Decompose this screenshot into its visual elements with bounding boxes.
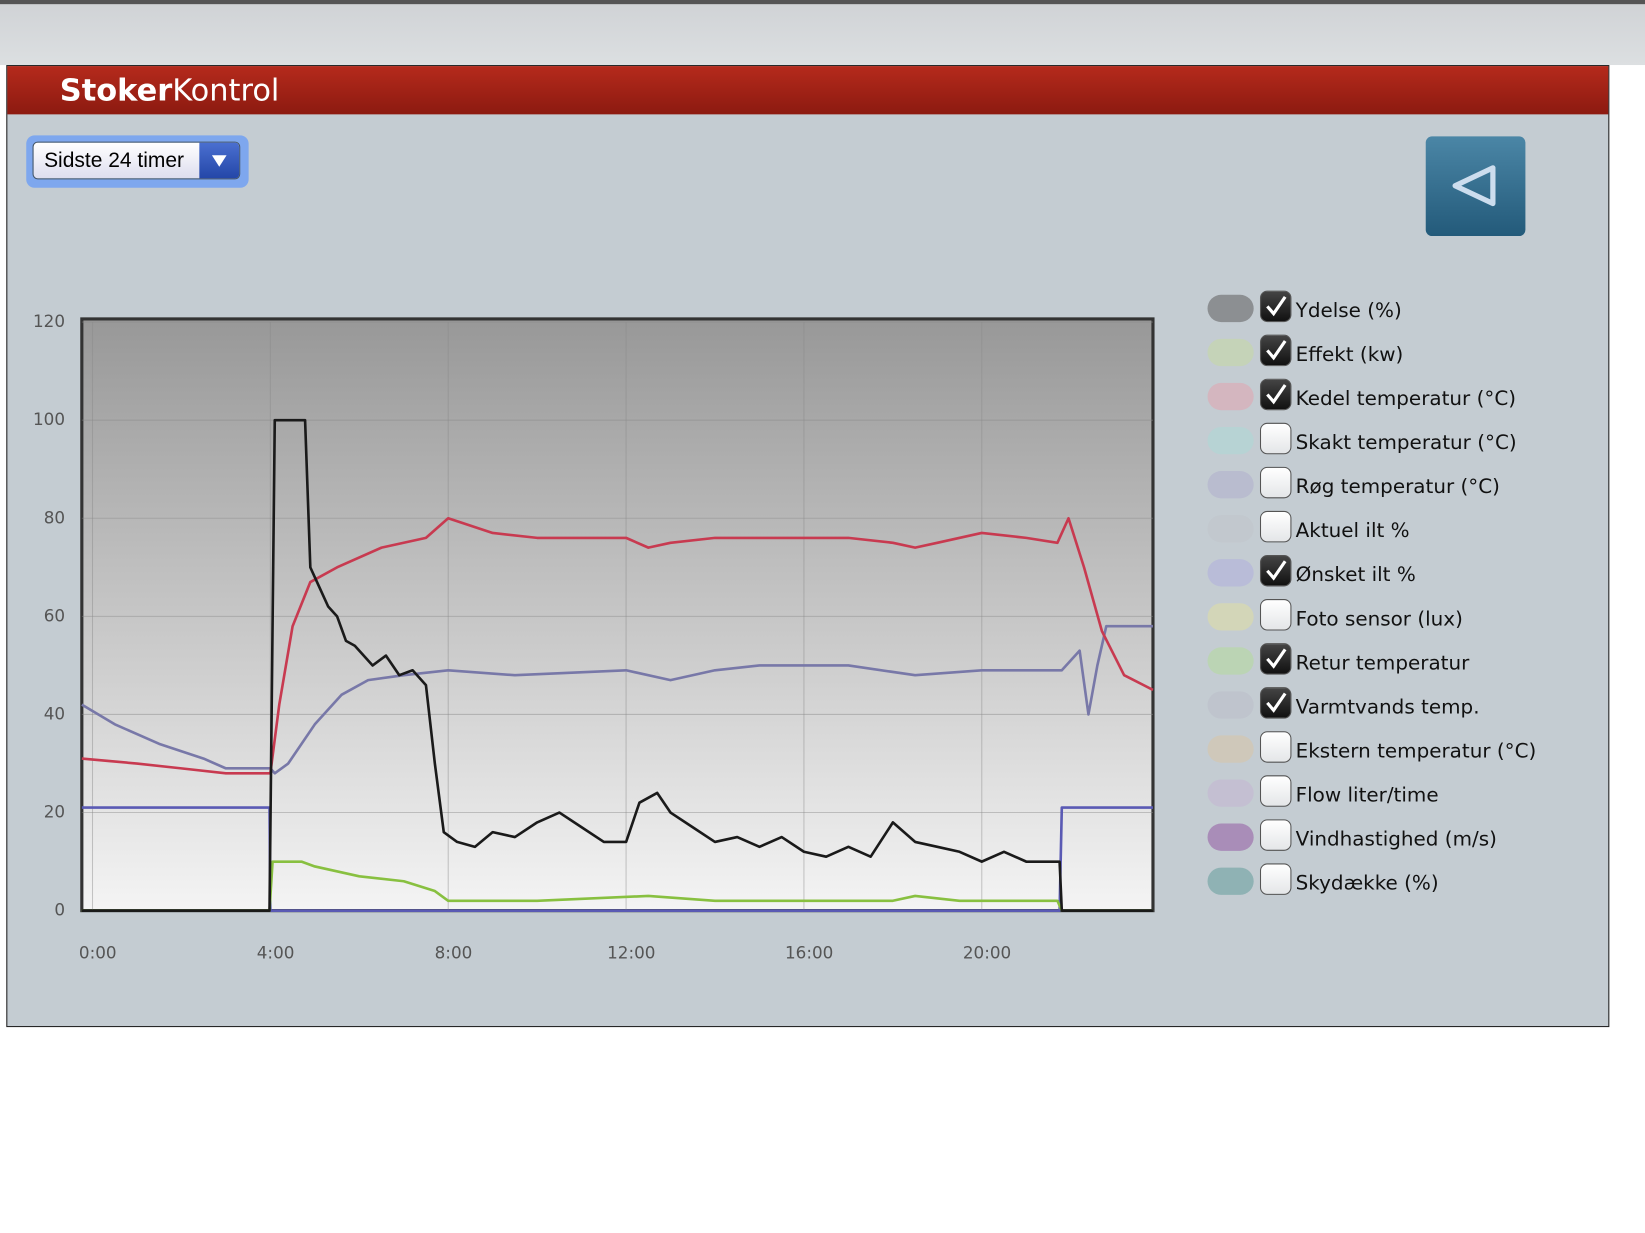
series-line <box>81 516 1154 775</box>
legend-swatch <box>1207 867 1254 895</box>
x-tick-label: 16:00 <box>785 943 833 963</box>
legend-checkbox[interactable] <box>1259 687 1292 719</box>
legend-label: Røg temperatur (°C) <box>1295 475 1500 499</box>
check-mark <box>1266 296 1287 317</box>
back-button[interactable] <box>1425 136 1526 237</box>
legend-label: Retur temperatur <box>1295 651 1470 675</box>
check-mark <box>1266 692 1287 713</box>
y-tick-label: 0 <box>54 900 65 920</box>
legend-swatch <box>1207 779 1254 807</box>
x-tick-label: 0:00 <box>79 943 117 963</box>
select-box: Sidste 24 timer <box>32 141 241 180</box>
legend-checkbox[interactable] <box>1259 554 1292 587</box>
legend-swatch <box>1207 691 1254 719</box>
brand: StokerKontrol <box>60 72 280 108</box>
legend-swatch <box>1207 426 1254 455</box>
x-tick-label: 12:00 <box>607 943 655 963</box>
y-tick-label: 120 <box>33 311 65 331</box>
select-text: Sidste 24 timer <box>44 148 185 173</box>
check-mark <box>1266 560 1287 581</box>
top-strip <box>0 0 1645 66</box>
legend-label: Foto sensor (lux) <box>1295 607 1463 631</box>
legend-swatch <box>1207 382 1254 411</box>
legend-label: Skydække (%) <box>1295 871 1439 895</box>
legend-swatch <box>1207 559 1254 587</box>
legend-checkbox[interactable] <box>1259 819 1292 851</box>
y-tick-label: 60 <box>44 605 65 625</box>
x-tick-label: 4:00 <box>257 943 295 963</box>
legend-label: Flow liter/time <box>1295 783 1439 807</box>
back-icon <box>1452 165 1496 207</box>
x-tick-label: 8:00 <box>435 943 473 963</box>
plot-area <box>80 317 1155 913</box>
brand-light: Kontrol <box>172 72 280 109</box>
y-tick-label: 20 <box>44 802 65 822</box>
legend-swatch <box>1207 515 1254 543</box>
legend-checkbox[interactable] <box>1259 775 1292 807</box>
legend-swatch <box>1207 603 1254 631</box>
legend-label: Effekt (kw) <box>1295 343 1404 367</box>
legend-label: Kedel temperatur (°C) <box>1295 387 1517 411</box>
period-select[interactable]: Sidste 24 timer <box>26 135 249 188</box>
legend-checkbox[interactable] <box>1259 643 1292 675</box>
legend-checkbox[interactable] <box>1259 290 1292 323</box>
legend-label: Skakt temperatur (°C) <box>1295 431 1517 455</box>
legend-checkbox[interactable] <box>1259 466 1292 499</box>
legend-checkbox[interactable] <box>1259 422 1292 455</box>
legend-checkbox[interactable] <box>1259 334 1292 367</box>
legend-label: Aktuel ilt % <box>1295 519 1410 543</box>
y-tick-label: 80 <box>44 507 65 527</box>
check-mark <box>1266 648 1287 669</box>
legend-swatch <box>1207 294 1254 323</box>
series-line <box>81 624 1153 775</box>
x-tick-label: 20:00 <box>963 943 1011 963</box>
series-line <box>81 860 1153 912</box>
legend-swatch <box>1207 823 1254 851</box>
legend-swatch <box>1207 471 1254 499</box>
legend-checkbox[interactable] <box>1259 863 1292 895</box>
legend-label: Varmtvands temp. <box>1295 695 1480 719</box>
legend-label: Vindhastighed (m/s) <box>1295 827 1497 851</box>
legend-label: Ydelse (%) <box>1295 298 1402 323</box>
series-line <box>81 418 1153 912</box>
check-mark <box>1266 384 1287 405</box>
arrow-icon <box>211 155 227 167</box>
legend-checkbox[interactable] <box>1259 599 1292 631</box>
legend-label: Ekstern temperatur (°C) <box>1295 739 1537 763</box>
legend-swatch <box>1207 338 1254 367</box>
y-tick-label: 40 <box>44 703 65 723</box>
y-tick-label: 100 <box>33 409 65 429</box>
series-line <box>81 806 1153 912</box>
legend-label: Ønsket ilt % <box>1295 563 1416 587</box>
select-arrow <box>199 142 240 179</box>
header-bar: StokerKontrol <box>7 66 1609 115</box>
legend-swatch <box>1207 647 1254 675</box>
check-mark <box>1266 340 1287 361</box>
legend-checkbox[interactable] <box>1259 378 1292 411</box>
legend-checkbox[interactable] <box>1259 510 1292 543</box>
brand-bold: Stoker <box>59 72 173 109</box>
legend-swatch <box>1207 735 1254 763</box>
legend-checkbox[interactable] <box>1259 731 1292 763</box>
